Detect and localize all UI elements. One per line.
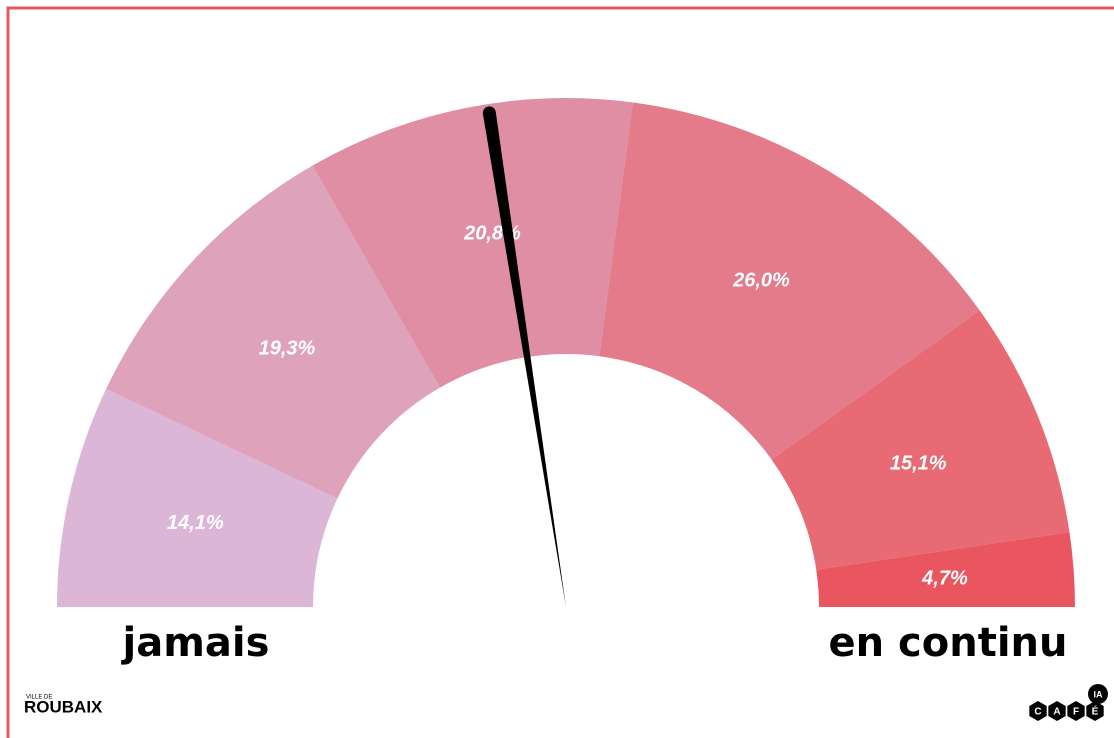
- segment: [312, 98, 633, 388]
- logo-letter: A: [1053, 707, 1060, 718]
- logo-left: ROUBAIX: [24, 697, 103, 716]
- max-label: en continu: [829, 620, 1068, 666]
- logo-small: VILLE DE: [26, 695, 52, 701]
- min-label: jamais: [121, 620, 270, 666]
- hexagon: [1067, 701, 1085, 721]
- logo-letter: É: [1092, 705, 1099, 718]
- segment: [57, 388, 338, 607]
- segment: [599, 102, 980, 460]
- segment: [816, 532, 1075, 607]
- data-label: 4,7%: [921, 567, 968, 589]
- hexagon: [1029, 701, 1047, 721]
- needle: [482, 106, 566, 608]
- logo-badge: IA: [1094, 689, 1104, 699]
- data-label: 19,3%: [259, 337, 316, 359]
- data-label: 15,1%: [890, 453, 947, 475]
- hexagon: [1048, 701, 1066, 721]
- segment: [106, 165, 440, 499]
- data-label: 26,0%: [732, 269, 790, 291]
- badge: [1088, 684, 1108, 704]
- hexagon: [1086, 701, 1104, 721]
- segment: [771, 310, 1070, 570]
- frame: [6, 6, 1114, 738]
- logo-letter: F: [1073, 707, 1079, 718]
- logo-right: C A F É IA: [1029, 684, 1108, 721]
- gauge: 14,1%19,3%20,8%26,0%15,1%4,7%: [57, 98, 1075, 608]
- data-label: 14,1%: [167, 512, 224, 534]
- logo-letter: C: [1034, 707, 1041, 718]
